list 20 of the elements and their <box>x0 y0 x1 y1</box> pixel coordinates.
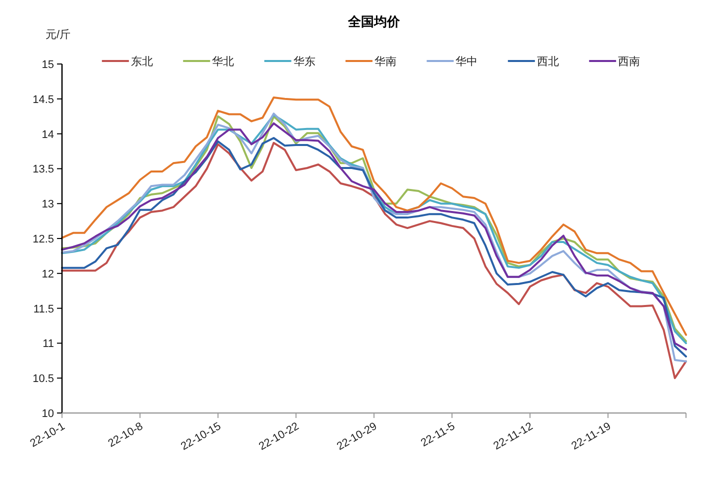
ytick: 10.5 <box>32 373 54 386</box>
ytick: 13 <box>42 198 54 211</box>
legend-label: 华东 <box>293 56 316 68</box>
ytick: 11.5 <box>33 303 54 316</box>
ytick: 14 <box>42 128 54 141</box>
legend-label: 华南 <box>374 56 396 68</box>
ytick: 11 <box>42 338 54 350</box>
legend-label: 西北 <box>536 56 559 68</box>
legend-label: 东北 <box>130 56 153 68</box>
ytick: 10 <box>42 408 54 420</box>
legend-label: 华北 <box>212 56 234 68</box>
legend-label: 华中 <box>456 56 478 68</box>
ylabel: 元/斤 <box>45 29 71 41</box>
ytick: 14.5 <box>32 94 54 106</box>
ytick: 12 <box>42 268 54 280</box>
legend-label: 西南 <box>618 56 640 68</box>
ytick: 12.5 <box>32 234 54 246</box>
title: 全国均价 <box>348 14 400 29</box>
ytick: 13.5 <box>32 164 54 176</box>
ytick: 15 <box>42 59 54 71</box>
